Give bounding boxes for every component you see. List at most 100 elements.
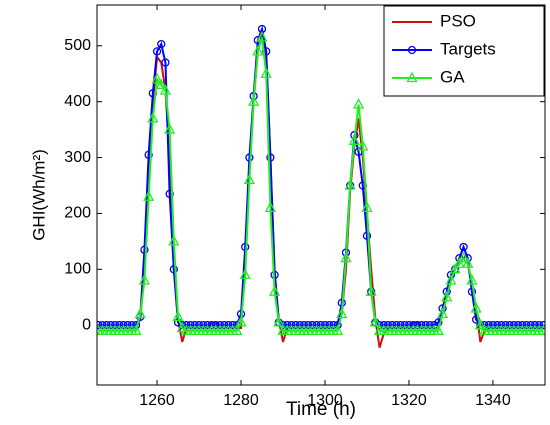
point-marker <box>144 150 153 159</box>
point-marker <box>97 321 103 330</box>
series-line <box>98 37 544 332</box>
point-marker <box>466 274 478 285</box>
point-marker <box>155 78 167 90</box>
point-marker <box>283 321 292 330</box>
point-marker <box>161 58 170 67</box>
point-marker <box>316 321 325 330</box>
point-marker <box>539 321 545 330</box>
point-marker <box>110 321 120 330</box>
point-marker <box>127 321 136 330</box>
point-marker <box>152 47 162 56</box>
y-axis-label: GHI(Wh/m²) <box>29 149 48 241</box>
point-marker <box>522 321 531 330</box>
point-marker <box>459 242 468 252</box>
point-marker <box>164 123 176 134</box>
point-marker <box>379 321 388 330</box>
point-marker <box>340 251 352 263</box>
point-marker <box>304 321 313 330</box>
point-marker <box>484 321 493 330</box>
point-marker <box>501 321 510 330</box>
x-axis-label: Time (h) <box>286 399 356 420</box>
point-marker <box>190 321 199 330</box>
point-marker <box>526 321 535 330</box>
point-marker <box>467 287 477 296</box>
point-marker <box>134 307 146 319</box>
point-marker <box>186 321 195 330</box>
point-marker <box>203 321 212 330</box>
point-marker <box>348 134 360 145</box>
plot-data <box>97 24 545 348</box>
legend-marker <box>406 71 418 83</box>
point-marker <box>336 307 348 319</box>
point-marker <box>299 321 309 330</box>
point-marker <box>252 44 264 56</box>
point-marker <box>488 321 498 330</box>
point-marker <box>269 285 281 296</box>
point-marker <box>194 321 204 330</box>
point-marker <box>215 321 225 330</box>
y-tick-label: 0 <box>82 316 91 333</box>
point-marker <box>243 173 255 185</box>
point-marker <box>291 321 300 330</box>
point-marker <box>413 321 422 330</box>
point-marker <box>199 321 208 330</box>
point-marker <box>344 179 356 190</box>
y-tick-label: 300 <box>64 149 91 166</box>
point-marker <box>312 321 321 330</box>
legend-marker <box>407 45 417 55</box>
point-marker <box>509 321 519 330</box>
point-marker <box>140 245 149 254</box>
point-marker <box>119 321 128 330</box>
point-marker <box>157 39 166 49</box>
point-marker <box>388 321 397 330</box>
point-marker <box>362 231 372 240</box>
point-marker <box>409 321 418 330</box>
point-marker <box>441 290 453 302</box>
point-marker <box>176 321 188 333</box>
point-marker <box>143 190 155 201</box>
point-marker <box>239 268 251 280</box>
point-marker <box>248 95 260 106</box>
point-marker <box>470 302 482 313</box>
point-marker <box>123 321 132 330</box>
point-marker <box>320 321 330 330</box>
x-tick-label: 1320 <box>391 392 427 409</box>
point-marker <box>497 321 506 330</box>
point-marker <box>357 139 369 151</box>
legend-label: GA <box>440 67 465 86</box>
plot-frame <box>96 4 546 386</box>
point-marker <box>432 324 444 335</box>
point-marker <box>449 262 461 274</box>
point-marker <box>241 242 250 252</box>
point-marker <box>168 234 180 246</box>
point-marker <box>383 321 393 330</box>
point-marker <box>287 321 296 330</box>
point-marker <box>436 307 449 319</box>
point-marker <box>172 310 184 321</box>
point-marker <box>169 265 178 274</box>
x-tick-label: 1280 <box>223 392 259 409</box>
point-marker <box>400 321 409 330</box>
point-marker <box>492 321 502 330</box>
point-marker <box>457 251 470 263</box>
point-marker <box>138 274 151 285</box>
point-marker <box>396 321 405 330</box>
point-marker <box>474 318 486 330</box>
point-marker <box>462 257 474 268</box>
point-marker <box>98 321 107 330</box>
legend-label: Targets <box>440 39 496 58</box>
point-marker <box>130 324 142 335</box>
point-marker <box>361 201 373 213</box>
point-marker <box>235 316 247 327</box>
point-marker <box>211 321 220 330</box>
x-tick-label: 1340 <box>475 392 511 409</box>
point-marker <box>530 321 540 330</box>
point-marker <box>425 321 435 330</box>
point-marker <box>165 189 174 199</box>
point-marker <box>404 321 414 330</box>
point-marker <box>453 257 465 268</box>
point-marker <box>264 201 276 213</box>
point-marker <box>266 153 275 162</box>
point-marker <box>220 321 229 330</box>
